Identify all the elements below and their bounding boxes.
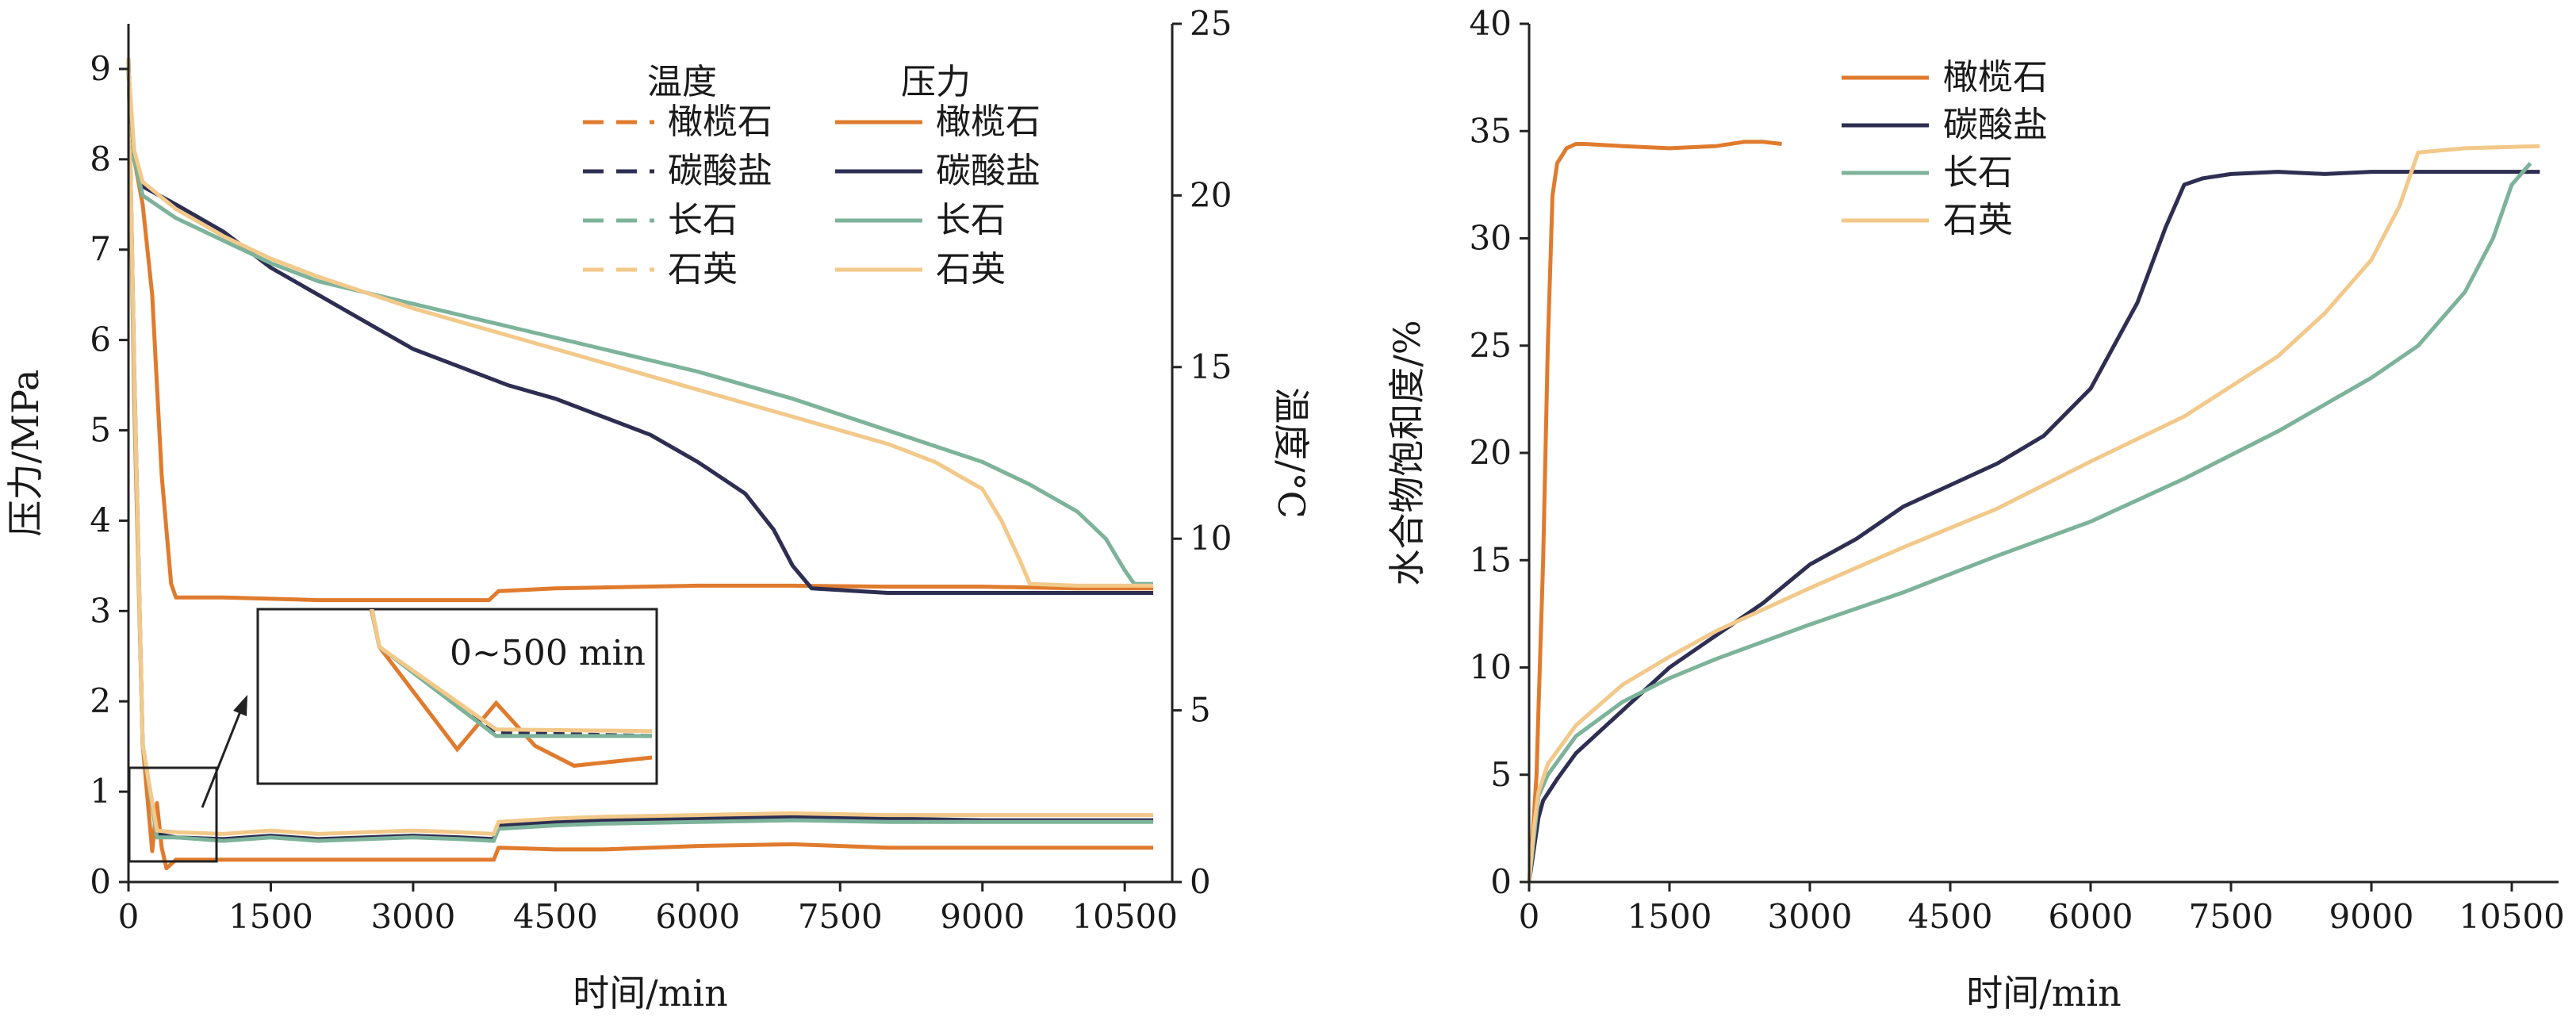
chart2-x-axis-label: 时间/min	[1966, 972, 2121, 1014]
inset-frame	[256, 608, 658, 785]
saturation-feldspar-line	[1527, 162, 2532, 883]
chart2-y-tick-label: 10	[1470, 648, 1512, 687]
legend-pressure-label-carbonate: 碳酸盐	[936, 151, 1041, 191]
y-tick-label: 2	[90, 681, 111, 720]
x-tick-label: 4500	[513, 897, 598, 936]
chart2-y-tick-label: 20	[1470, 433, 1512, 472]
zoom-source-box	[128, 766, 218, 863]
y-tick-label: 3	[90, 591, 111, 630]
inset-quartz-line	[370, 609, 653, 734]
pressure-temperature-chart: 0 1500 3000 4500 6000 7500 9000 10500 0 1 2 3 4 5 6 7 8 9…	[4, 4, 1313, 1014]
y-tick-label: 8	[90, 140, 111, 178]
x-tick-label: 7500	[798, 897, 883, 936]
legend-pressure-label-quartz: 石英	[936, 249, 1006, 290]
chart2-x-tick-label: 7500	[2189, 897, 2274, 936]
x-tick-label: 10500	[1071, 897, 1178, 936]
y-axis-label: 压力/MPa	[4, 370, 47, 537]
chart2-x-tick-label: 10500	[2459, 897, 2565, 936]
chart2-y-tick-label: 0	[1490, 862, 1512, 901]
x-tick-label: 9000	[940, 897, 1025, 936]
y-tick-label: 5	[90, 411, 111, 450]
y-tick-label: 7	[90, 230, 111, 269]
chart2-legend-label-quartz: 石英	[1943, 200, 2013, 240]
y2-tick-label: 0	[1190, 862, 1211, 901]
x-tick-label: 0	[118, 897, 140, 936]
temperature-feldspar-line	[126, 58, 1154, 843]
y-tick-label: 4	[90, 500, 111, 539]
chart2-y-tick-label: 25	[1470, 326, 1512, 365]
inset-olivine-line	[369, 609, 653, 768]
legend-temperature-header: 温度	[647, 62, 717, 102]
y2-tick-label: 5	[1190, 691, 1211, 730]
chart2-y-tick-label: 30	[1470, 219, 1512, 258]
y2-axis-label: 温度/°C	[1270, 387, 1313, 519]
saturation-chart: 0 1500 3000 4500 6000 7500 9000 10500 0 5 10 15 20 25…	[1386, 4, 2565, 1014]
y2-tick-label: 25	[1190, 4, 1232, 43]
legend-temperature-label-feldspar: 长石	[668, 200, 738, 240]
saturation-series-group	[1527, 140, 2540, 883]
chart2-x-tick-label: 1500	[1627, 897, 1712, 936]
legend-temperature-label-olivine: 橄榄石	[668, 102, 772, 142]
x-tick-label: 3000	[370, 897, 455, 936]
chart2-y-tick-label: 35	[1470, 111, 1512, 150]
legend-pressure-label-olivine: 橄榄石	[936, 102, 1041, 142]
legend-temperature-label-quartz: 石英	[668, 249, 738, 290]
chart2-x-tick-label: 6000	[2049, 897, 2133, 936]
chart2-x-tick-label: 4500	[1908, 897, 1993, 936]
chart1-axes: 0 1500 3000 4500 6000 7500 9000 10500 0 1 2 3 4 5 6 7 8 9…	[4, 4, 1313, 1014]
temperature-series-group	[126, 58, 1154, 871]
pressure-series-group	[126, 68, 1154, 603]
chart2-y-tick-label: 5	[1490, 755, 1512, 794]
chart2-axes: 0 1500 3000 4500 6000 7500 9000 10500 0 5 10 15 20 25…	[1386, 4, 2565, 1014]
x-axis-label: 时间/min	[573, 972, 727, 1014]
temperature-olivine-line	[126, 58, 1154, 871]
pressure-carbonate-line	[126, 68, 1154, 595]
legend-temperature-label-carbonate: 碳酸盐	[668, 151, 772, 191]
saturation-quartz-line	[1527, 144, 2540, 883]
y2-tick-label: 10	[1190, 519, 1232, 558]
chart2-legend-label-olivine: 橄榄石	[1943, 57, 2048, 98]
pressure-quartz-line	[126, 68, 1154, 588]
temperature-quartz-line	[126, 58, 1154, 836]
pressure-feldspar-line	[126, 68, 1154, 586]
legend-pressure-label-feldspar: 长石	[936, 200, 1006, 240]
chart2-x-tick-label: 9000	[2329, 897, 2414, 936]
y-tick-label: 9	[90, 49, 111, 88]
chart2-legend-label-carbonate: 碳酸盐	[1943, 105, 2048, 145]
chart2-x-tick-label: 3000	[1768, 897, 1853, 936]
chart2-legend-label-feldspar: 长石	[1943, 152, 2013, 193]
y2-tick-label: 20	[1190, 175, 1232, 214]
zoom-arrow	[201, 707, 243, 808]
x-tick-label: 1500	[228, 897, 313, 936]
inset-series-group	[369, 609, 653, 768]
saturation-olivine-line	[1527, 140, 1782, 883]
saturation-carbonate-line	[1527, 170, 2540, 883]
inset-zoom: 0~500 min	[128, 608, 658, 863]
zoom-arrow-head	[233, 695, 247, 716]
x-tick-label: 6000	[655, 897, 740, 936]
chart2-y-axis-label: 水合物饱和度/%	[1386, 320, 1428, 585]
chart2-x-tick-label: 0	[1519, 897, 1540, 936]
legend-pressure-header: 压力	[901, 62, 971, 102]
inset-label: 0~500 min	[450, 633, 646, 673]
pressure-olivine-line	[126, 68, 1154, 603]
y-tick-label: 0	[90, 862, 111, 901]
chart2-y-tick-label: 40	[1470, 4, 1512, 43]
y-tick-label: 1	[90, 772, 111, 811]
y-tick-label: 6	[90, 320, 111, 359]
chart2-y-tick-label: 15	[1470, 540, 1512, 579]
y2-tick-label: 15	[1190, 347, 1232, 386]
